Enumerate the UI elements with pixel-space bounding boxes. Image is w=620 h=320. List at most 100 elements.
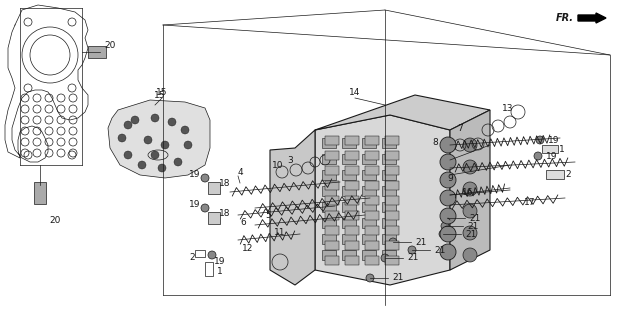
Bar	[322, 250, 336, 260]
Polygon shape	[108, 100, 210, 178]
Circle shape	[536, 136, 544, 144]
Circle shape	[463, 204, 477, 218]
Bar	[325, 211, 339, 220]
Text: 3: 3	[287, 156, 293, 164]
Circle shape	[440, 137, 456, 153]
Text: 2: 2	[189, 253, 195, 262]
Circle shape	[440, 172, 456, 188]
Text: 4: 4	[237, 167, 243, 177]
Circle shape	[440, 244, 456, 260]
Bar	[325, 196, 339, 205]
Bar	[322, 186, 336, 196]
Bar	[345, 241, 359, 250]
Bar	[365, 211, 379, 220]
Bar	[342, 250, 356, 260]
Bar	[362, 218, 376, 228]
Circle shape	[184, 141, 192, 149]
Text: 21: 21	[392, 274, 404, 283]
Bar	[382, 218, 396, 228]
Bar	[362, 250, 376, 260]
Circle shape	[158, 164, 166, 172]
Bar	[322, 202, 336, 212]
Circle shape	[144, 136, 152, 144]
Bar	[342, 218, 356, 228]
Bar	[342, 202, 356, 212]
Circle shape	[439, 230, 447, 238]
Bar	[88, 46, 106, 58]
Bar	[322, 234, 336, 244]
Bar	[382, 202, 396, 212]
Bar	[546, 170, 564, 179]
Bar	[325, 226, 339, 235]
Bar	[362, 170, 376, 180]
Bar	[385, 256, 399, 265]
Text: 13: 13	[502, 103, 514, 113]
Polygon shape	[450, 110, 490, 270]
Text: 15: 15	[154, 91, 166, 100]
Bar	[345, 226, 359, 235]
Bar	[208, 212, 220, 224]
Circle shape	[124, 151, 132, 159]
Circle shape	[138, 161, 146, 169]
Text: 21: 21	[415, 237, 427, 246]
Text: 16: 16	[463, 188, 474, 196]
Circle shape	[463, 182, 477, 196]
Bar	[365, 256, 379, 265]
Bar	[345, 151, 359, 160]
Bar	[382, 186, 396, 196]
Bar	[385, 181, 399, 190]
Bar	[365, 226, 379, 235]
Circle shape	[440, 208, 456, 224]
Circle shape	[181, 126, 189, 134]
Bar	[385, 166, 399, 175]
Polygon shape	[315, 115, 450, 285]
Circle shape	[366, 274, 374, 282]
Circle shape	[389, 238, 397, 246]
Circle shape	[201, 204, 209, 212]
Bar	[342, 186, 356, 196]
Circle shape	[124, 121, 132, 129]
Bar	[195, 250, 205, 257]
Bar	[325, 166, 339, 175]
Text: FR.: FR.	[556, 13, 574, 23]
Bar	[342, 170, 356, 180]
Bar	[325, 241, 339, 250]
Bar	[385, 136, 399, 145]
Text: 18: 18	[219, 179, 231, 188]
Bar	[345, 256, 359, 265]
Circle shape	[440, 154, 456, 170]
Bar	[342, 138, 356, 148]
Bar	[365, 241, 379, 250]
Bar	[385, 241, 399, 250]
Bar	[345, 136, 359, 145]
Circle shape	[408, 246, 416, 254]
Bar	[382, 138, 396, 148]
Bar	[322, 154, 336, 164]
Bar	[325, 181, 339, 190]
Bar	[365, 181, 379, 190]
Text: 20: 20	[104, 41, 116, 50]
Bar	[322, 218, 336, 228]
Text: 19: 19	[189, 170, 201, 179]
Bar	[385, 151, 399, 160]
Text: 17: 17	[525, 197, 536, 206]
Bar	[322, 170, 336, 180]
Bar	[345, 196, 359, 205]
Bar	[365, 166, 379, 175]
Text: 19: 19	[189, 199, 201, 209]
Circle shape	[168, 118, 176, 126]
Text: 14: 14	[349, 87, 361, 97]
Text: 6: 6	[240, 218, 246, 227]
Bar	[345, 166, 359, 175]
Text: 1: 1	[217, 268, 223, 276]
Bar	[208, 182, 220, 194]
Text: 9: 9	[447, 173, 453, 182]
Bar	[385, 211, 399, 220]
FancyArrow shape	[578, 13, 606, 23]
Bar	[542, 145, 558, 153]
Circle shape	[118, 134, 126, 142]
Bar	[365, 136, 379, 145]
Text: 12: 12	[242, 244, 254, 252]
Text: 20: 20	[50, 215, 61, 225]
Circle shape	[463, 226, 477, 240]
